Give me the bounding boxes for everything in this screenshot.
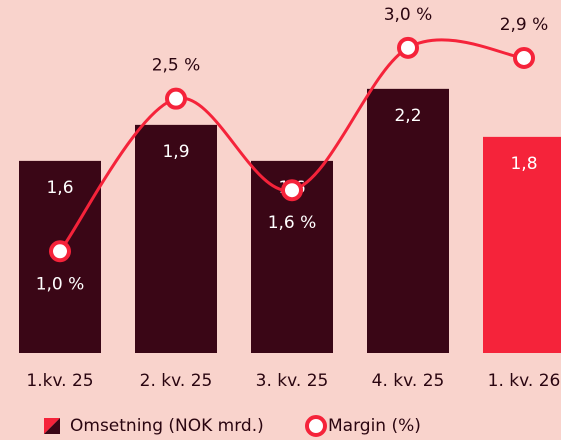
bar-value-label: 2,2	[394, 106, 421, 126]
bar-value-label: 1,6	[46, 178, 73, 198]
x-tick-label: 4. kv. 25	[372, 371, 445, 391]
bar	[367, 88, 449, 353]
legend-icon	[305, 415, 327, 437]
legend-label: Omsetning (NOK mrd.)	[70, 416, 264, 436]
bar-value-label: 1,8	[510, 154, 537, 174]
x-tick-label: 1. kv. 26	[488, 371, 561, 391]
bar-value-label: 1,9	[162, 142, 189, 162]
bar	[483, 136, 561, 353]
margin-marker	[165, 87, 187, 110]
x-tick-label: 3. kv. 25	[256, 371, 329, 391]
margin-marker	[49, 240, 71, 263]
margin-marker	[513, 46, 535, 69]
line-value-label: 2,9 %	[500, 15, 549, 35]
x-tick-label: 2. kv. 25	[140, 371, 213, 391]
x-tick-label: 1.kv. 25	[26, 371, 93, 391]
legend: Omsetning (NOK mrd.) Margin (%)	[44, 415, 421, 437]
bar	[135, 124, 217, 353]
line-value-label: 3,0 %	[384, 5, 433, 25]
line-value-label: 1,0 %	[36, 274, 85, 294]
legend-label: Margin (%)	[328, 416, 421, 436]
margin-marker	[281, 179, 303, 202]
line-value-label: 2,5 %	[152, 56, 201, 76]
line-value-label: 1,6 %	[268, 213, 317, 233]
legend-icon	[44, 418, 60, 434]
margin-marker	[397, 36, 419, 59]
